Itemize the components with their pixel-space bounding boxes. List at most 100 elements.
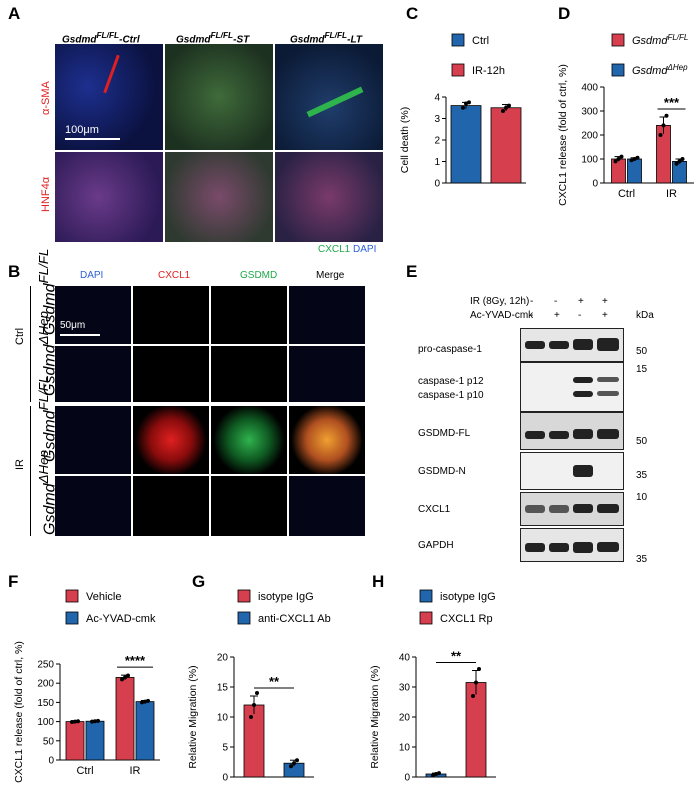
- chart-d-ytick-label-2: 200: [581, 131, 598, 142]
- chart-g-ytick-label-1: 5: [222, 743, 228, 754]
- chart-h-sig-label: **: [451, 649, 462, 664]
- chart-d-point-c1s2-2: [635, 155, 640, 160]
- chart-g-point-c2-1: [292, 761, 296, 766]
- panel-label-b: B: [8, 262, 21, 281]
- chart-d-point-c1s2-1: [632, 157, 637, 161]
- chart-d-bar-c2s1: [656, 125, 671, 184]
- panelB-img-r3-gsdmd: [211, 406, 287, 474]
- chart-h-legend-label-2: CXCL1 Rp: [440, 613, 493, 625]
- chart-d-legend-swatch-1: [611, 33, 625, 47]
- chart-d-point-c2s2-0: [674, 161, 679, 166]
- panel-label-g: G: [192, 572, 206, 591]
- panelA-image-lt-hnf4a: [275, 152, 383, 242]
- chart-f-legend-swatch-2: [65, 611, 79, 625]
- panel-label-f: F: [8, 572, 19, 591]
- chart-c-ytick-label-2: 2: [434, 136, 440, 147]
- chart-d-ytick-label-1: 100: [581, 155, 598, 166]
- chart-h-ylabel: Relative Migration (%): [369, 665, 381, 768]
- panelE-marker-procasp1: 50: [636, 346, 648, 357]
- chart-h-point-c2-2: [477, 667, 481, 671]
- panelE-label-gsdmd-fl: GSDMD-FL: [418, 428, 471, 439]
- chart-c-point-c2-1: [504, 105, 508, 110]
- chart-f-xlabel-2: IR: [130, 765, 141, 777]
- panelE-sign-r1-c1: -: [530, 296, 534, 307]
- chart-f-ytick-label-0: 0: [48, 756, 54, 767]
- chart-h-ytick-label-0: 0: [404, 773, 410, 784]
- chart-c-bar-c2: [490, 107, 522, 184]
- chart-d-bar-c1s2: [627, 158, 642, 184]
- chart-f-ytick-label-4: 200: [37, 679, 54, 690]
- panelB-img-r4-cxcl1: [133, 476, 209, 536]
- chart-d-ytick-label-3: 300: [581, 107, 598, 118]
- panelA-col-label-1: GsdmdFL/FL-Ctrl: [62, 30, 140, 46]
- chart-c-point-c2-2: [507, 103, 511, 108]
- panelE-sign-r1-c2: -: [554, 296, 558, 307]
- chart-f-point-c2s2-0: [140, 700, 144, 705]
- chart-h-point-c2-1: [474, 680, 478, 685]
- chart-c-bar-c1: [450, 105, 482, 184]
- panelA-scale-bar: [65, 138, 120, 140]
- panelE-blot-cxcl1: [520, 492, 624, 526]
- chart-d-point-c2s1-0: [658, 133, 663, 137]
- panelE-sign-r2-c1: -: [530, 310, 534, 321]
- chart-f-bar-c1s2: [85, 720, 105, 761]
- panelE-sign-r1-c4: +: [602, 296, 608, 307]
- chart-g-ytick-label-3: 15: [217, 683, 229, 694]
- chart-h-point-c2-0: [471, 694, 475, 698]
- panelB-img-r4-merge: [289, 476, 365, 536]
- panelE-label-casp1-p10: caspase-1 p10: [418, 390, 484, 401]
- panelB-img-r4-dapi: [55, 476, 131, 536]
- chart-f-legend-label-2: Ac-YVAD-cmk: [86, 613, 156, 625]
- chart-f-ytick-label-1: 50: [43, 736, 55, 747]
- chart-h-ytick-label-1: 10: [399, 743, 411, 754]
- chart-f-point-c2s2-2: [146, 698, 150, 703]
- chart-f-xlabel-1: Ctrl: [76, 765, 93, 777]
- panelE-kda-label: kDa: [636, 310, 654, 321]
- panelE-sign-r2-c3: -: [578, 310, 582, 321]
- chart-d-point-c2s2-1: [677, 159, 682, 164]
- panelB-img-r4-gsdmd: [211, 476, 287, 536]
- chart-g-sig-label: **: [269, 674, 280, 689]
- panelA-image-lt-asma: [275, 44, 383, 150]
- chart-d-point-c2s2-2: [680, 157, 685, 161]
- chart-f-ylabel: CXCL1 release (fold of ctrl, %): [13, 641, 25, 783]
- panelE-blot-casp1: [520, 362, 624, 412]
- panelB-img-r3-cxcl1: [133, 406, 209, 474]
- panelE-cond-ir-label: IR (8Gy, 12h): [470, 296, 530, 307]
- chart-f-point-c1s1-1: [73, 719, 77, 724]
- panelB-bracket-ir: [30, 406, 31, 536]
- panelB-img-r1-gsdmd: [211, 286, 287, 344]
- panelE-label-procasp1: pro-caspase-1: [418, 344, 482, 355]
- panelA-scale-label: 100μm: [65, 124, 99, 136]
- chart-g-legend-swatch-2: [237, 611, 251, 625]
- panelE-sign-r2-c4: +: [602, 310, 608, 321]
- panelE-sign-r2-c2: +: [554, 310, 560, 321]
- chart-g-point-c2-2: [295, 758, 299, 763]
- chart-c-ylabel: Cell death (%): [399, 107, 411, 174]
- chart-f-point-c1s1-2: [76, 719, 80, 724]
- chart-f-point-c1s2-0: [90, 719, 94, 724]
- chart-c-point-c1-0: [461, 105, 465, 110]
- chart-f-point-c2s1-1: [123, 675, 127, 680]
- chart-d-xlabel-2: IR: [666, 188, 677, 200]
- chart-c-point-c1-2: [467, 100, 471, 105]
- chart-f-bar-c1s1: [65, 721, 85, 761]
- panelA-channel-legend: CXCL1 DAPI: [318, 244, 377, 255]
- chart-f-point-c1s2-2: [96, 718, 100, 723]
- chart-h-legend-swatch-1: [419, 589, 433, 603]
- panelA-image-st-asma: [165, 44, 273, 150]
- chart-g-point-c2-0: [289, 764, 293, 769]
- chart-f-point-c1s1-0: [70, 719, 74, 724]
- chart-g-bar-c1: [243, 704, 265, 778]
- panelE-sign-r1-c3: +: [578, 296, 584, 307]
- chart-d-legend-label-1: GsdmdFL/FL: [632, 33, 688, 48]
- panelB-img-r2-gsdmd: [211, 346, 287, 402]
- chart-d-point-c1s2-0: [629, 158, 634, 163]
- chart-d-xlabel-1: Ctrl: [618, 188, 635, 200]
- panel-label-a: A: [8, 4, 21, 23]
- panelB-img-r3-merge: [289, 406, 365, 474]
- panelA-image-st-hnf4a: [165, 152, 273, 242]
- chart-h-legend-label-1: isotype IgG: [440, 591, 496, 603]
- panel-label-c: C: [406, 4, 419, 23]
- chart-g-legend-label-1: isotype IgG: [258, 591, 314, 603]
